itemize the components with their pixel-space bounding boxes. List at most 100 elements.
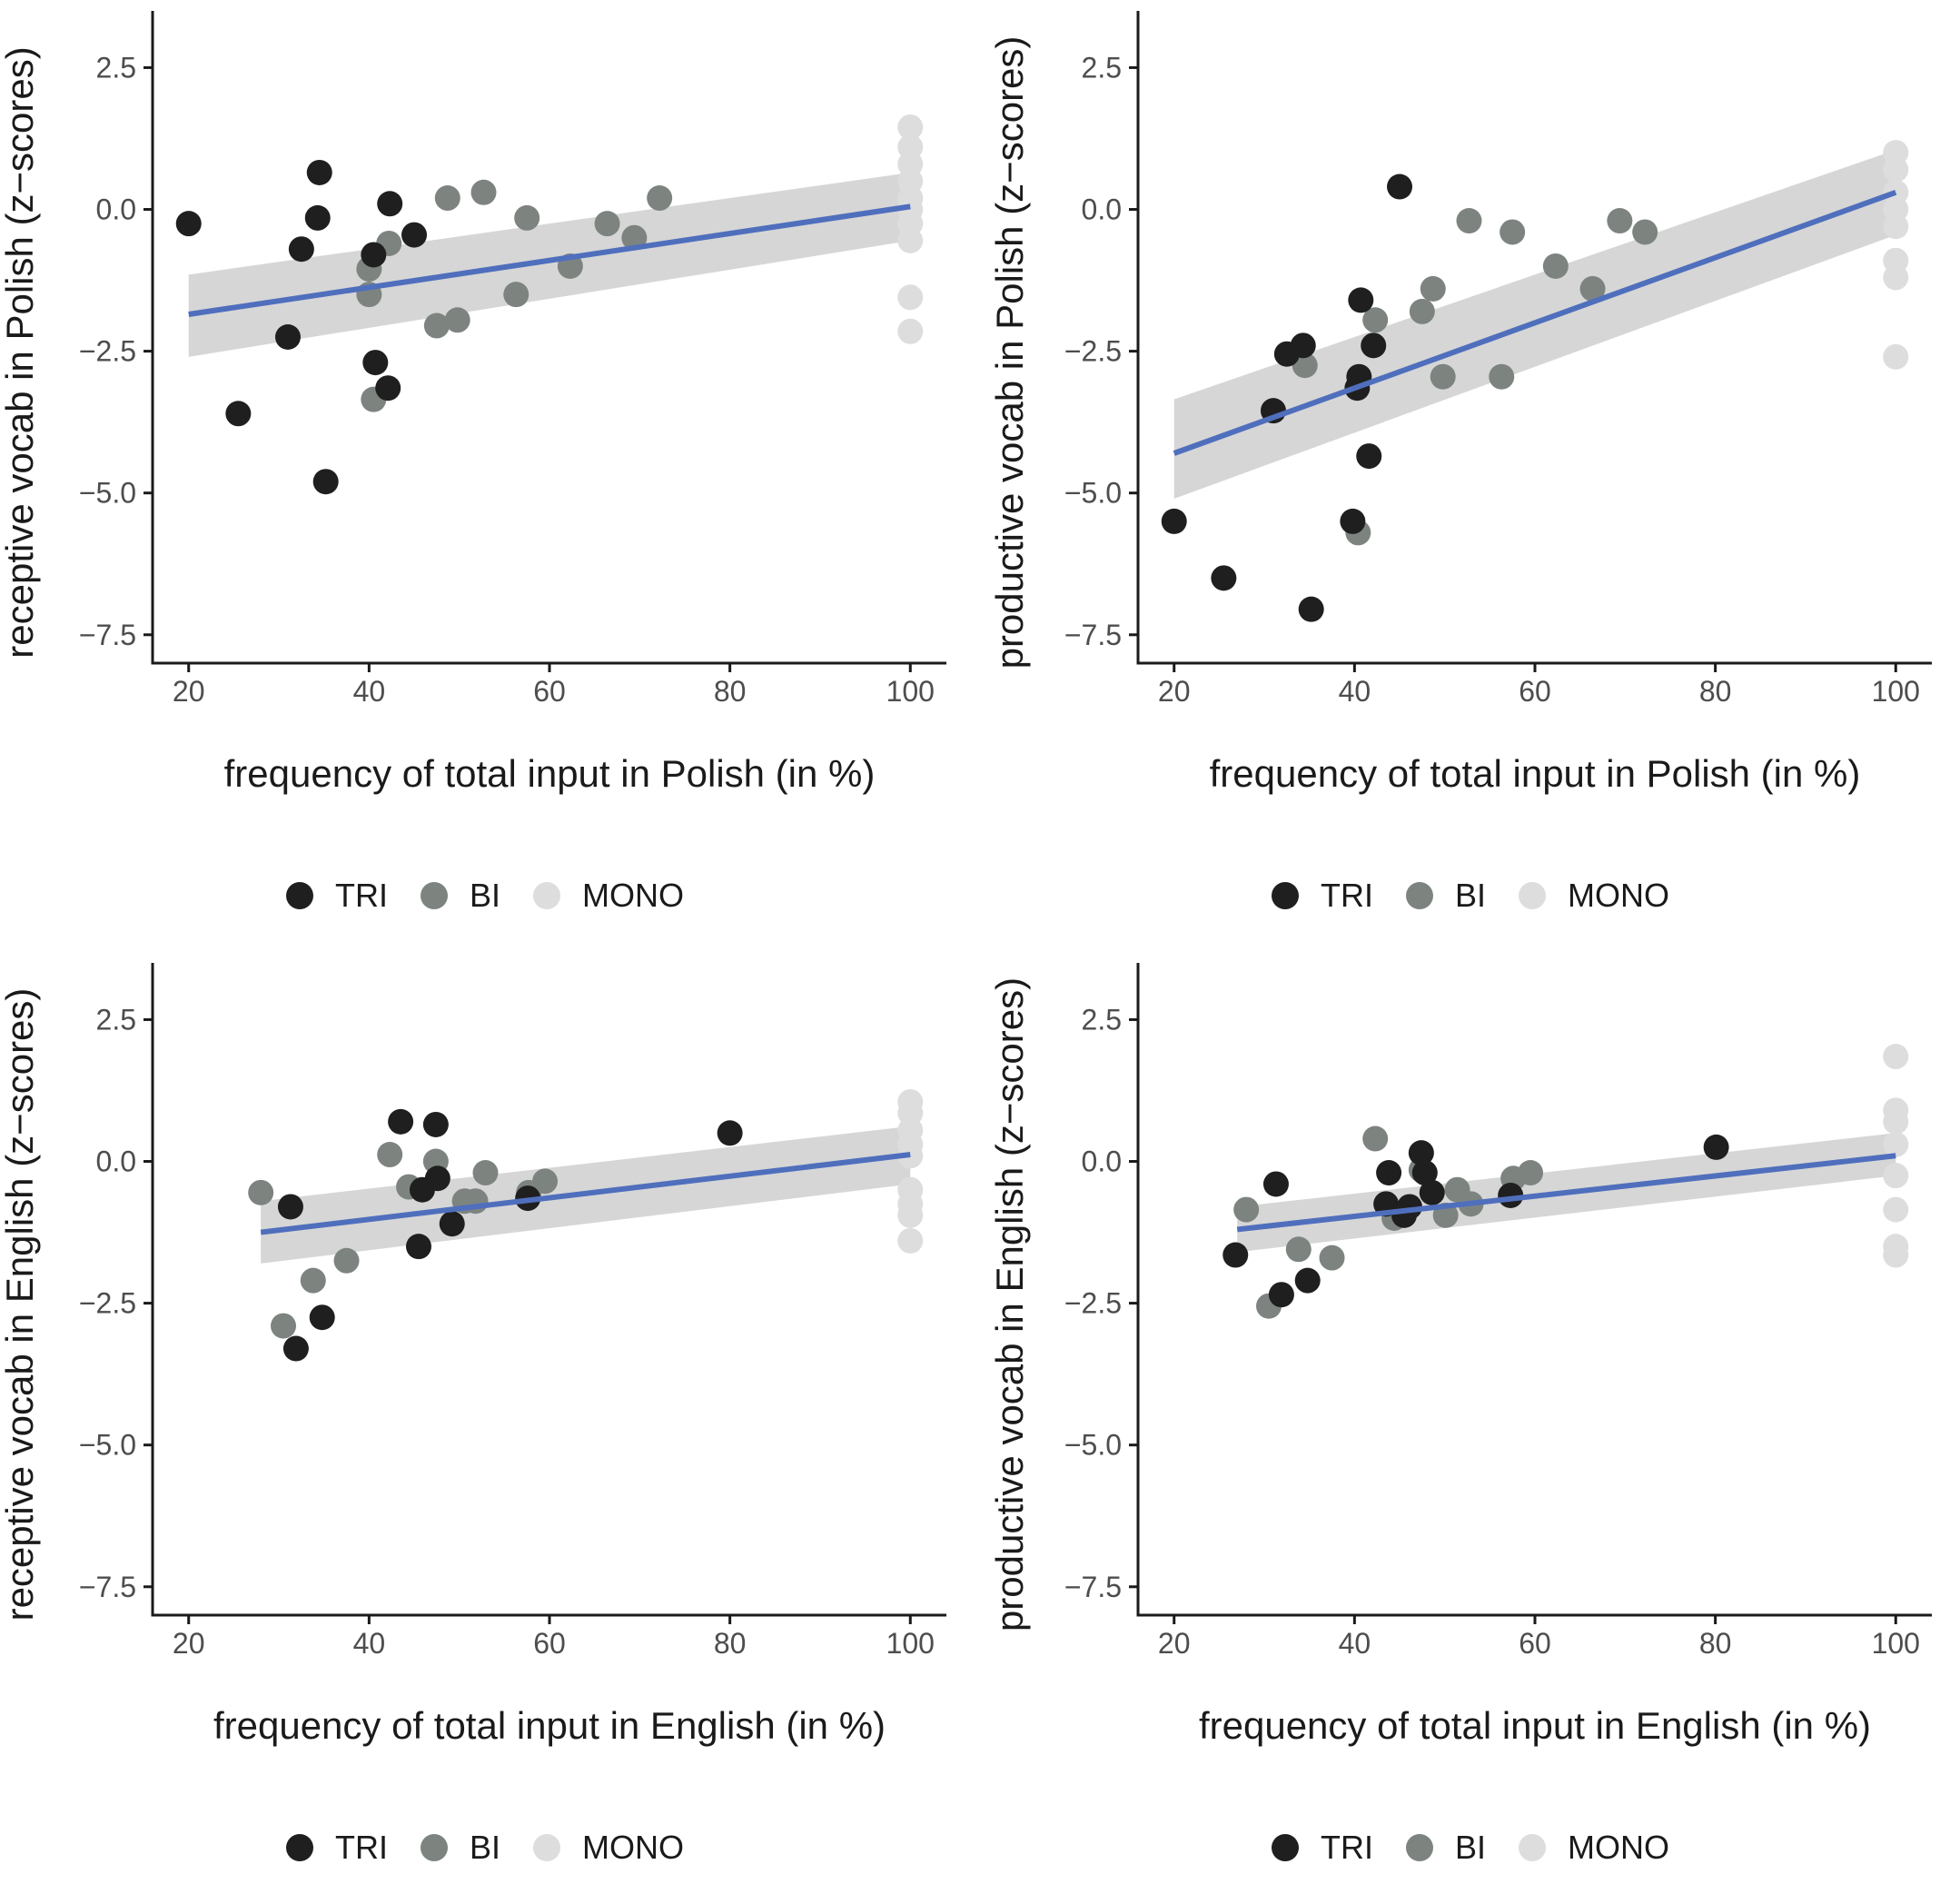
point-tri (424, 1165, 450, 1192)
y-tick-label: 0.0 (96, 193, 136, 226)
legend-key-tri (1271, 1834, 1299, 1861)
plot-area: 2.5 0.0 −2.5 −5.0 −7.5 20 40 60 80 100 (79, 963, 946, 1660)
legend-label-bi: BI (1454, 1829, 1486, 1866)
point-bi (333, 1247, 360, 1274)
legend-item-bi: BI (1405, 1829, 1486, 1867)
x-tick-label: 60 (533, 675, 566, 708)
x-tick-label: 100 (886, 1627, 935, 1660)
x-tick-label: 40 (353, 675, 386, 708)
point-tri (304, 204, 331, 231)
point-tri (1376, 1160, 1402, 1186)
point-bi (472, 1160, 499, 1186)
point-tri (1340, 508, 1366, 534)
legend-item-tri: TRI (285, 1829, 388, 1867)
point-bi (377, 1142, 403, 1168)
y-axis-title: receptive vocab in Polish (z−scores) (0, 46, 41, 659)
point-tri (439, 1211, 465, 1237)
point-mono (1883, 1163, 1909, 1189)
point-bi (444, 307, 470, 333)
panel-productive-polish: 2.5 0.0 −2.5 −5.0 −7.5 20 40 60 80 100 productive… (985, 0, 1940, 952)
point-tri (1298, 596, 1324, 622)
panel-productive-english: 2.5 0.0 −2.5 −5.0 −7.5 20 40 60 80 100 productive… (985, 952, 1940, 1904)
point-tri (282, 1335, 309, 1362)
legend-key-tri (285, 1834, 313, 1861)
regression-line (1236, 1153, 1896, 1233)
legend-key-mono (1519, 1834, 1546, 1861)
x-tick-label: 20 (1158, 1627, 1191, 1660)
legend-label-mono: MONO (582, 1829, 684, 1866)
plot-area: 2.5 0.0 −2.5 −5.0 −7.5 20 40 60 80 100 (1064, 11, 1932, 708)
point-bi (1430, 363, 1456, 390)
point-mono (1883, 213, 1909, 240)
x-tick-label: 100 (1872, 1627, 1920, 1660)
point-bi (594, 211, 620, 237)
point-mono (1883, 1196, 1909, 1223)
panel-receptive-english: 2.5 0.0 −2.5 −5.0 −7.5 20 40 60 80 100 receptive … (0, 952, 970, 1904)
y-tick-label: −7.5 (1064, 1571, 1122, 1603)
point-mono (1883, 1242, 1909, 1268)
point-mono (1883, 156, 1909, 183)
legend-item-mono: MONO (533, 877, 684, 915)
legend-label-mono: MONO (1568, 877, 1669, 914)
point-bi (1409, 298, 1435, 324)
legend-item-tri: TRI (1271, 1829, 1373, 1867)
point-tri (1348, 287, 1374, 313)
x-tick-label: 20 (1158, 675, 1191, 708)
regression-line (188, 203, 911, 317)
point-bi (1233, 1196, 1260, 1223)
legend-item-mono: MONO (1519, 1829, 1669, 1867)
legend-label-bi: BI (469, 877, 500, 914)
y-tick-label: −2.5 (1064, 335, 1122, 368)
point-bi (1632, 219, 1658, 245)
y-tick-label: 2.5 (96, 51, 136, 84)
point-mono (897, 318, 924, 344)
point-tri (1211, 565, 1237, 591)
point-mono (1883, 343, 1909, 370)
y-axis-title: productive vocab in English (z−scores) (988, 977, 1031, 1632)
point-tri (1411, 1160, 1438, 1186)
point-bi (503, 282, 530, 308)
legend-item-bi: BI (420, 877, 500, 915)
point-tri (401, 222, 428, 248)
point-bi (1607, 208, 1633, 234)
legend-key-tri (1271, 882, 1299, 909)
y-tick-label: 2.5 (1082, 51, 1122, 84)
point-bi (514, 204, 540, 231)
x-tick-label: 80 (1699, 675, 1732, 708)
point-tri (1387, 174, 1413, 200)
legend-key-mono (533, 1834, 560, 1861)
point-mono (897, 1227, 924, 1254)
legend-key-tri (285, 882, 313, 909)
point-tri (361, 242, 387, 268)
point-bi (1500, 219, 1526, 245)
point-tri (175, 211, 202, 237)
point-tri (1262, 1171, 1289, 1197)
point-bi (1542, 253, 1569, 279)
y-tick-label: −2.5 (1064, 1287, 1122, 1320)
y-tick-label: 2.5 (96, 1003, 136, 1036)
x-axis-title: frequency of total input in Polish (in %… (223, 752, 876, 795)
point-tri (312, 469, 339, 495)
legend-item-bi: BI (420, 1829, 500, 1867)
point-bi (1420, 275, 1446, 302)
y-tick-label: −5.0 (1064, 477, 1122, 510)
point-tri (1703, 1134, 1729, 1160)
legend-key-mono (533, 882, 560, 909)
point-mono (897, 1202, 924, 1228)
x-tick-label: 60 (1519, 1627, 1551, 1660)
legend-label-tri: TRI (1320, 877, 1373, 914)
x-tick-label: 80 (714, 675, 747, 708)
y-axis-title: receptive vocab in English (z−scores) (0, 987, 41, 1621)
y-tick-label: 2.5 (1082, 1003, 1122, 1036)
confidence-band (188, 172, 911, 357)
y-tick-label: −7.5 (79, 619, 136, 651)
point-mono (1883, 1108, 1909, 1135)
y-tick-label: −2.5 (79, 335, 136, 368)
point-tri (1361, 332, 1387, 359)
legend-label-tri: TRI (334, 1829, 388, 1866)
point-bi (423, 312, 450, 339)
plot-area: 2.5 0.0 −2.5 −5.0 −7.5 20 40 60 80 100 (1064, 963, 1932, 1660)
point-tri (288, 236, 314, 263)
legend-label-tri: TRI (334, 877, 388, 914)
